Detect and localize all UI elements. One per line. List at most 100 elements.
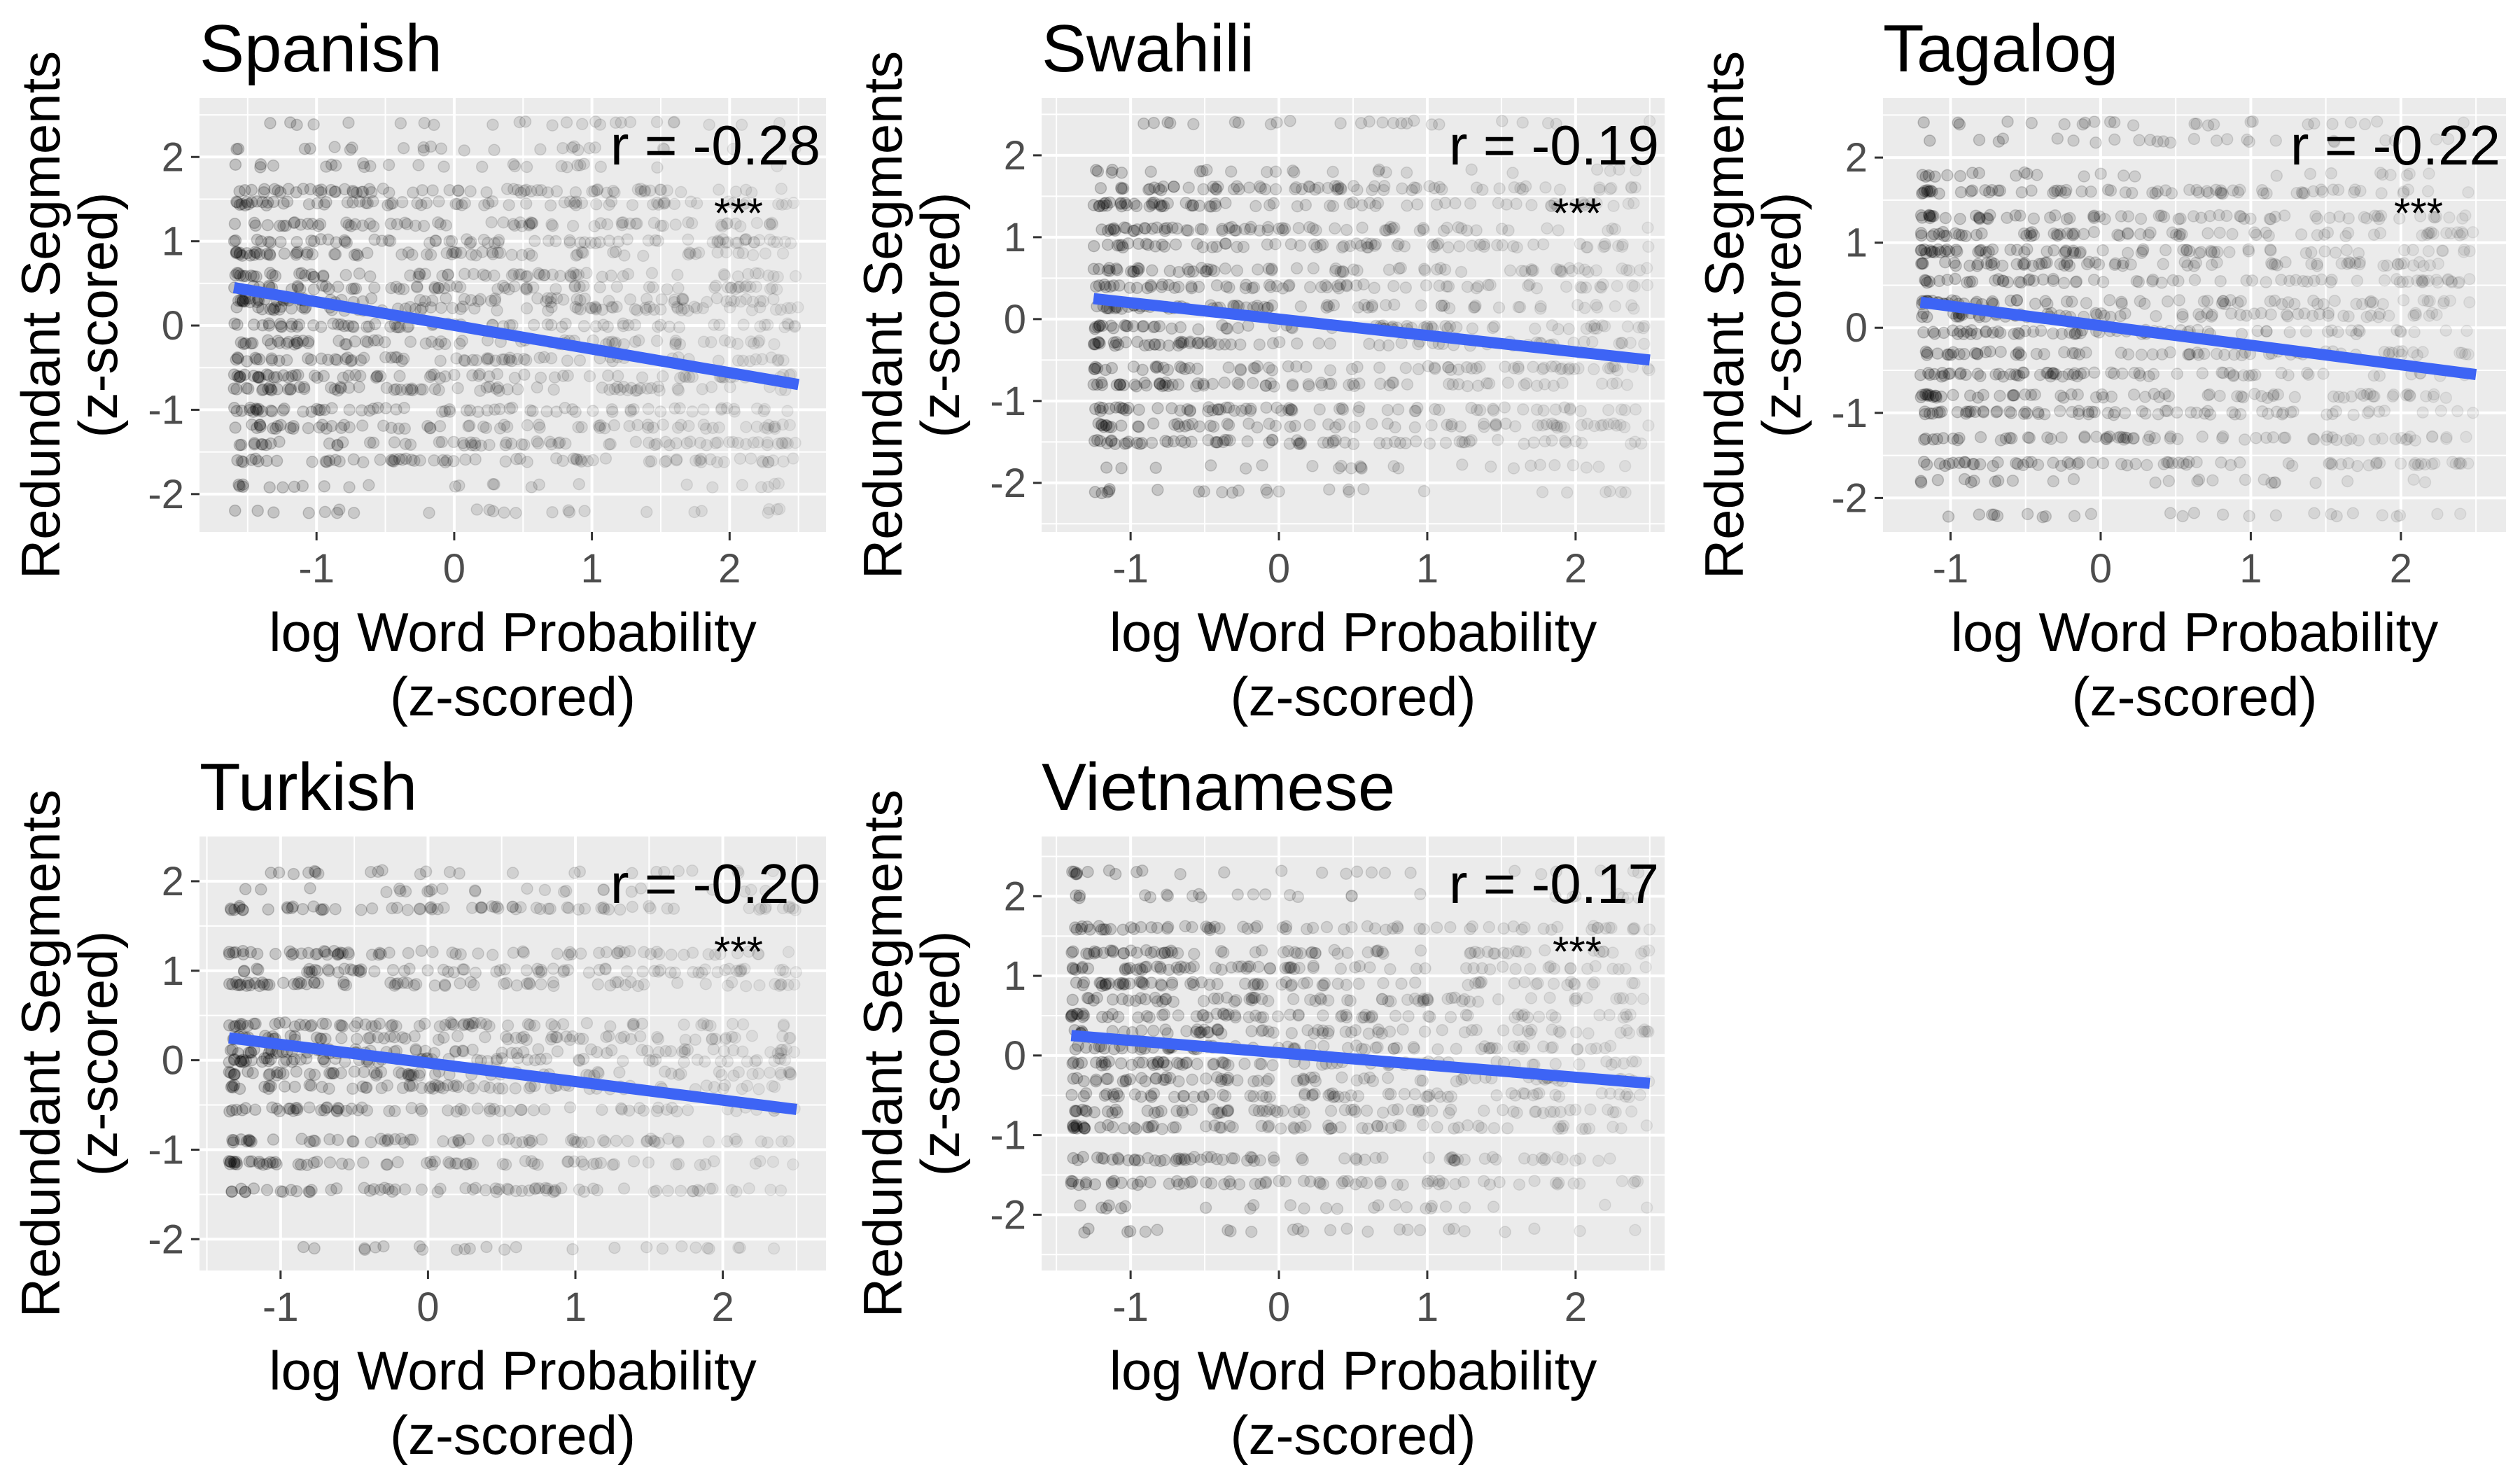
data-point bbox=[513, 115, 526, 129]
data-point bbox=[1439, 436, 1452, 449]
data-point bbox=[2187, 210, 2200, 223]
data-point bbox=[497, 279, 510, 293]
data-point bbox=[2326, 407, 2339, 421]
data-point bbox=[2440, 324, 2452, 337]
data-point bbox=[284, 382, 298, 396]
data-point bbox=[1221, 433, 1233, 447]
data-point bbox=[510, 506, 522, 519]
data-point bbox=[558, 196, 571, 209]
data-point bbox=[2297, 274, 2309, 288]
data-point bbox=[1567, 458, 1580, 472]
data-point bbox=[743, 1182, 755, 1195]
data-point bbox=[1234, 363, 1247, 376]
data-point bbox=[466, 1183, 479, 1196]
data-point bbox=[510, 453, 523, 465]
data-point bbox=[590, 198, 603, 211]
data-point bbox=[547, 962, 560, 975]
data-point bbox=[782, 946, 795, 958]
data-point bbox=[2264, 295, 2277, 308]
x-axis-title-line1: log Word Probability bbox=[1951, 601, 2439, 663]
data-point bbox=[297, 182, 309, 195]
data-point bbox=[2382, 309, 2395, 322]
data-point bbox=[2202, 388, 2214, 402]
data-point bbox=[741, 1079, 754, 1093]
data-point bbox=[239, 270, 252, 283]
data-point bbox=[1939, 211, 1952, 225]
data-point bbox=[263, 481, 276, 494]
data-point bbox=[678, 1018, 690, 1031]
data-point bbox=[671, 976, 684, 989]
data-point bbox=[303, 1079, 316, 1091]
data-point bbox=[1218, 866, 1231, 879]
data-point bbox=[550, 452, 563, 465]
data-point bbox=[1575, 281, 1588, 294]
data-point bbox=[790, 965, 802, 979]
data-point bbox=[1620, 379, 1634, 391]
data-point bbox=[1186, 265, 1200, 278]
data-point bbox=[497, 216, 510, 229]
data-point bbox=[2012, 346, 2025, 359]
data-point bbox=[264, 236, 277, 249]
data-point bbox=[416, 183, 429, 197]
data-point bbox=[396, 454, 409, 466]
data-point bbox=[654, 303, 667, 316]
data-point bbox=[1642, 221, 1654, 234]
data-point bbox=[1363, 337, 1376, 350]
data-point bbox=[2332, 391, 2346, 403]
data-point bbox=[2040, 245, 2053, 258]
data-point bbox=[1970, 347, 1984, 360]
data-point bbox=[335, 1032, 348, 1044]
data-point bbox=[1320, 920, 1334, 934]
data-point bbox=[777, 354, 790, 367]
data-point bbox=[2076, 185, 2088, 198]
data-point bbox=[483, 1102, 496, 1115]
data-point bbox=[1971, 391, 1984, 404]
data-point bbox=[356, 157, 370, 170]
gridlines bbox=[200, 98, 826, 532]
data-point bbox=[533, 268, 546, 281]
data-point bbox=[2087, 225, 2101, 239]
data-point bbox=[2423, 309, 2436, 322]
data-point bbox=[468, 302, 481, 315]
data-point bbox=[418, 1017, 431, 1030]
data-point bbox=[1303, 180, 1315, 192]
data-point bbox=[363, 436, 377, 449]
data-point bbox=[271, 419, 284, 433]
data-point bbox=[1299, 199, 1312, 211]
data-point bbox=[1228, 404, 1241, 417]
data-point bbox=[1486, 321, 1499, 335]
data-point bbox=[493, 246, 507, 260]
data-point bbox=[2269, 476, 2282, 489]
data-point bbox=[556, 1018, 570, 1030]
data-point bbox=[661, 184, 673, 197]
data-point bbox=[774, 1184, 788, 1197]
data-point bbox=[2234, 295, 2247, 307]
data-point bbox=[600, 946, 613, 958]
data-point bbox=[2180, 244, 2193, 257]
data-point bbox=[239, 883, 252, 895]
data-point bbox=[2292, 307, 2304, 321]
data-point bbox=[1392, 237, 1405, 251]
data-point bbox=[231, 454, 244, 467]
data-point bbox=[1387, 279, 1400, 293]
data-point bbox=[2250, 431, 2262, 444]
data-point bbox=[535, 965, 548, 979]
data-point bbox=[308, 1068, 321, 1082]
data-point bbox=[605, 1044, 618, 1057]
data-point bbox=[734, 295, 747, 308]
data-point bbox=[643, 455, 656, 468]
data-point bbox=[2340, 244, 2353, 257]
data-point bbox=[2177, 457, 2190, 470]
data-point bbox=[443, 183, 456, 197]
data-point bbox=[342, 948, 356, 960]
data-point bbox=[2346, 507, 2360, 519]
data-point bbox=[239, 1185, 252, 1198]
data-point bbox=[398, 965, 411, 977]
data-point bbox=[1225, 220, 1238, 234]
data-point bbox=[521, 270, 534, 283]
data-point bbox=[642, 234, 655, 247]
data-point bbox=[468, 884, 482, 897]
data-point bbox=[2437, 295, 2451, 307]
data-point bbox=[649, 234, 662, 247]
data-point bbox=[267, 302, 280, 315]
